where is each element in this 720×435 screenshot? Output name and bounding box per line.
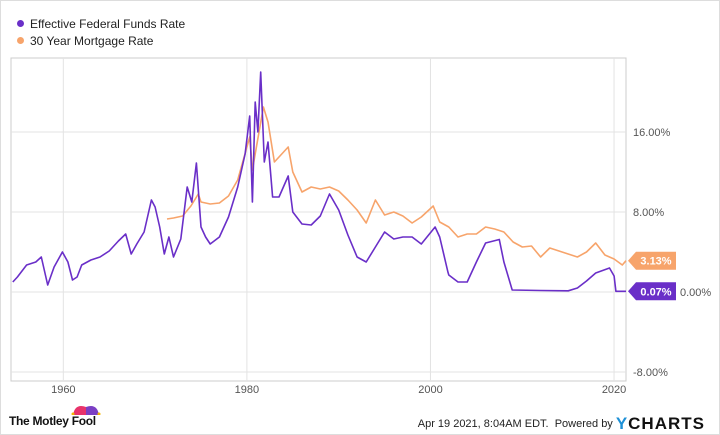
ycharts-logo[interactable]: YCHARTS — [615, 414, 705, 433]
legend-label: 30 Year Mortgage Rate — [30, 33, 154, 48]
y-tick-label: -8.00% — [633, 367, 668, 379]
x-tick-label: 2000 — [418, 384, 442, 396]
footer-attribution: Apr 19 2021, 8:04AM EDT. Powered by YCHA… — [418, 414, 705, 434]
series-line-mortgage — [166, 106, 627, 266]
x-tick-label: 2020 — [602, 384, 626, 396]
motley-fool-jester-logo — [71, 401, 101, 420]
legend-item-fed-funds[interactable]: Effective Federal Funds Rate — [17, 15, 185, 32]
timestamp: Apr 19 2021, 8:04AM EDT. — [417, 418, 549, 430]
last-value-label: 0.07% — [640, 286, 671, 298]
series-line-fed-funds — [12, 71, 626, 293]
x-tick-label: 1960 — [51, 384, 75, 396]
motley-fool-logo: The Motley Fool — [9, 414, 96, 428]
legend: Effective Federal Funds Rate 30 Year Mor… — [17, 15, 185, 49]
plot-frame — [10, 57, 627, 382]
last-value-label: 3.13% — [640, 256, 671, 268]
last-value-badge — [628, 282, 676, 301]
fed-funds-dot-icon — [17, 20, 24, 27]
x-tick-label: 1980 — [235, 384, 259, 396]
last-value-badge — [628, 251, 676, 270]
y-tick-label: 16.00% — [633, 127, 671, 139]
mortgage-dot-icon — [17, 37, 24, 44]
legend-item-mortgage[interactable]: 30 Year Mortgage Rate — [17, 32, 185, 49]
legend-label: Effective Federal Funds Rate — [30, 16, 186, 31]
powered-by: Powered by — [554, 418, 613, 430]
chart: 16.00% 8.00% 0.00% -8.00% 1960 1980 2000 2020 0.… — [10, 57, 711, 396]
y-tick-label: 8.00% — [633, 207, 664, 219]
y-tick-label: 0.00% — [680, 287, 711, 299]
